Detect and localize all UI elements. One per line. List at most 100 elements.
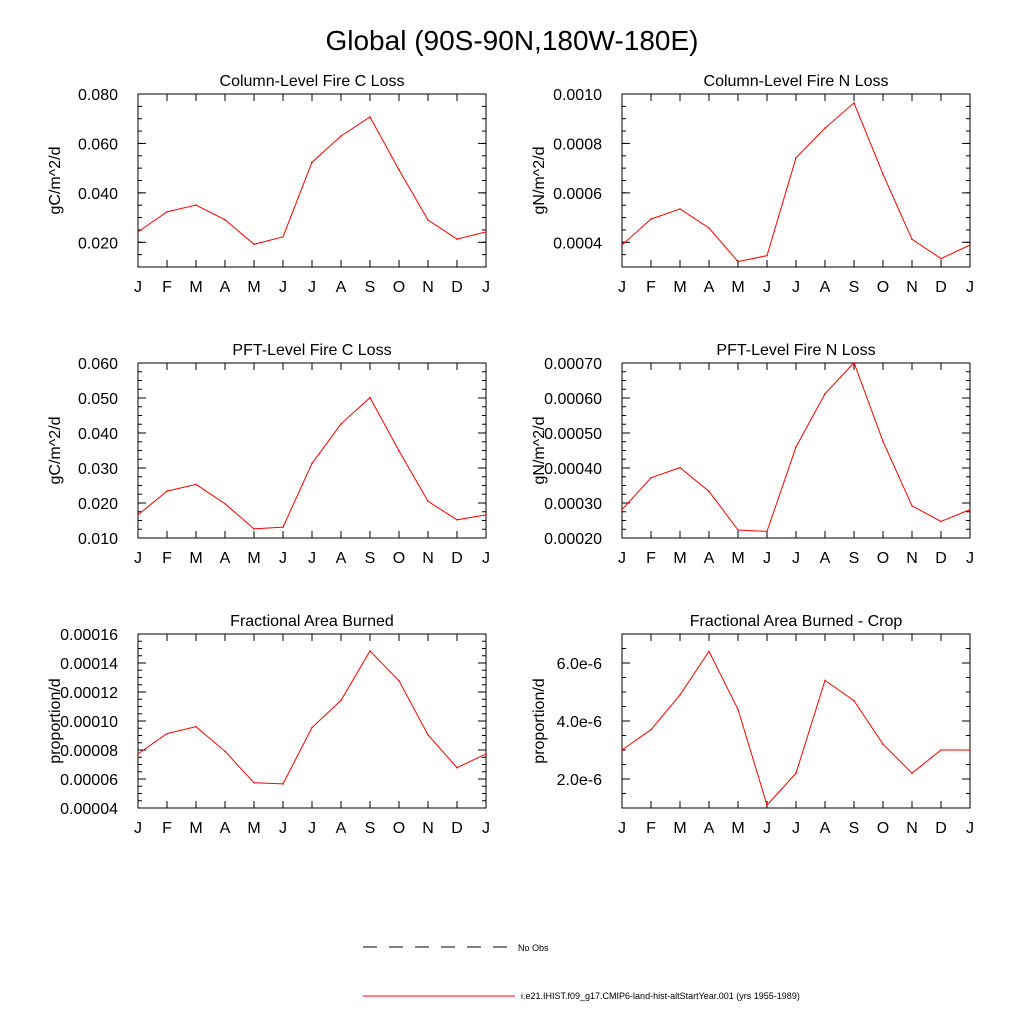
y-tick-label: 0.00040: [544, 461, 602, 478]
x-tick-label: M: [247, 279, 260, 296]
x-tick-label: D: [451, 279, 463, 296]
x-tick-label: J: [763, 550, 771, 567]
y-tick-label: 0.060: [78, 136, 118, 153]
series-line: [137, 650, 487, 785]
plot-frame: [621, 93, 971, 268]
data-point: [398, 680, 400, 682]
data-point: [650, 477, 652, 479]
x-tick-label: M: [189, 550, 202, 567]
y-axis-label: proportion/d: [531, 678, 548, 763]
x-tick-label: N: [422, 820, 434, 837]
data-point: [195, 725, 197, 728]
chart-title: Column-Level Fire C Loss: [220, 73, 405, 90]
data-point: [224, 750, 226, 753]
x-tick-label: J: [279, 820, 287, 837]
data-point: [282, 526, 284, 528]
y-tick-label: 0.020: [78, 235, 118, 252]
x-tick-label: M: [189, 820, 202, 837]
data-point: [137, 231, 139, 233]
data-point: [137, 514, 139, 516]
x-tick-label: M: [189, 279, 202, 296]
x-tick-label: J: [792, 279, 800, 296]
y-tick-label: 0.040: [78, 186, 118, 203]
x-tick-label: J: [482, 550, 490, 567]
data-point: [253, 781, 255, 784]
data-point: [650, 218, 652, 220]
x-tick-label: N: [906, 279, 918, 296]
data-point: [485, 753, 487, 755]
data-point: [795, 772, 797, 774]
chart-title: Fractional Area Burned - Crop: [690, 613, 903, 630]
data-point: [650, 728, 652, 731]
data-point: [340, 135, 342, 137]
x-tick-label: N: [906, 820, 918, 837]
data-point: [708, 650, 710, 653]
x-tick-label: S: [849, 279, 860, 296]
plot-frame: [137, 362, 487, 539]
x-tick-label: F: [162, 820, 172, 837]
x-tick-label: N: [422, 550, 434, 567]
x-tick-label: J: [134, 820, 142, 837]
x-tick-label: J: [763, 279, 771, 296]
y-tick-label: 0.020: [78, 496, 118, 513]
data-point: [340, 699, 342, 702]
data-point: [969, 508, 971, 511]
y-tick-label: 0.00004: [60, 801, 118, 818]
x-tick-label: J: [134, 279, 142, 296]
data-point: [456, 519, 458, 521]
y-tick-label: 0.00010: [60, 714, 118, 731]
data-point: [398, 169, 400, 171]
data-point: [253, 243, 255, 246]
data-point: [766, 530, 768, 533]
y-tick-label: 0.0010: [553, 87, 602, 104]
data-point: [195, 204, 197, 206]
x-tick-label: M: [247, 820, 260, 837]
y-tick-label: 0.00016: [60, 627, 118, 644]
data-point: [853, 102, 855, 104]
x-tick-label: M: [731, 279, 744, 296]
data-point: [427, 219, 429, 221]
chart-title: PFT-Level Fire C Loss: [232, 342, 391, 359]
x-tick-label: J: [618, 820, 626, 837]
data-point: [911, 505, 913, 507]
x-tick-label: J: [966, 279, 974, 296]
x-tick-label: S: [365, 550, 376, 567]
x-tick-label: A: [336, 820, 347, 837]
y-tick-label: 0.060: [78, 356, 118, 373]
plot-frame: [621, 633, 971, 809]
y-tick-label: 0.00020: [544, 531, 602, 548]
series-line: [621, 650, 970, 807]
plot-frame: [137, 633, 487, 809]
x-tick-label: A: [220, 550, 231, 567]
y-axis-label: proportion/d: [47, 678, 64, 763]
x-tick-label: F: [646, 279, 656, 296]
data-point: [969, 749, 971, 751]
data-point: [824, 127, 826, 129]
x-tick-label: M: [673, 550, 686, 567]
x-tick-label: S: [849, 550, 860, 567]
series-line: [137, 116, 487, 245]
x-tick-label: J: [279, 550, 287, 567]
data-point: [795, 446, 797, 448]
data-point: [485, 514, 487, 516]
y-tick-label: 4.0e-6: [557, 714, 602, 731]
data-point: [737, 708, 739, 711]
data-point: [621, 749, 623, 751]
x-tick-label: J: [618, 550, 626, 567]
plot-frame: [621, 362, 971, 539]
y-axis-label: gC/m^2/d: [47, 417, 64, 485]
x-tick-label: M: [731, 550, 744, 567]
x-tick-label: S: [365, 279, 376, 296]
y-tick-label: 2.0e-6: [557, 772, 602, 789]
x-tick-label: O: [393, 550, 405, 567]
x-tick-label: A: [220, 279, 231, 296]
data-point: [940, 257, 942, 260]
legend-model-label: i.e21.IHIST.f09_g17.CMIP6-land-hist-altS…: [521, 991, 800, 1001]
data-point: [679, 694, 681, 696]
data-point: [427, 500, 429, 503]
x-tick-label: O: [877, 550, 889, 567]
x-tick-label: F: [646, 820, 656, 837]
